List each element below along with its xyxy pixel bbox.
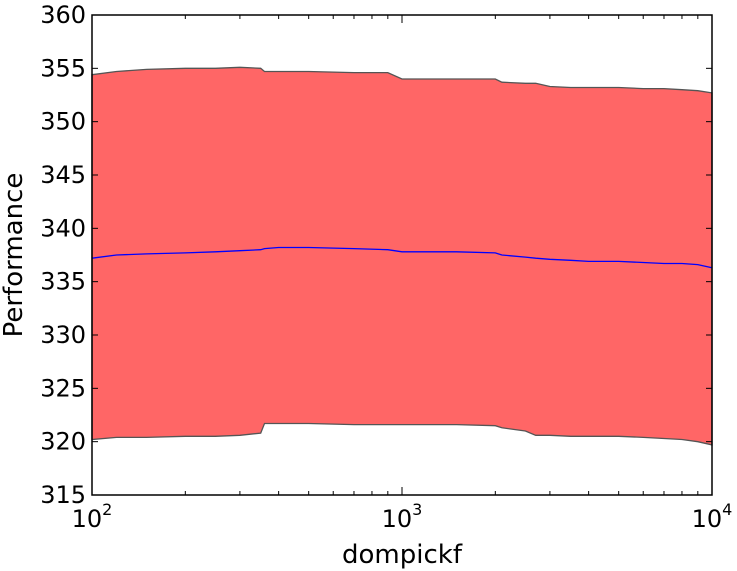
x-tick-label-exponent: 3 <box>412 500 422 519</box>
y-axis-label: Performance <box>0 173 29 338</box>
x-tick-label-exponent: 2 <box>102 500 112 519</box>
y-tick-label: 325 <box>40 374 86 402</box>
y-tick-label: 350 <box>40 108 86 136</box>
y-tick-label: 345 <box>40 161 86 189</box>
x-tick-label: 104 <box>692 500 733 533</box>
x-axis-label: dompickf <box>342 540 463 570</box>
y-tick-label: 335 <box>40 268 86 296</box>
y-tick-label: 355 <box>40 54 86 82</box>
y-tick-label: 330 <box>40 321 86 349</box>
mean-line <box>91 246 713 269</box>
y-tick-label: 340 <box>40 214 86 242</box>
x-tick-label: 103 <box>382 500 423 533</box>
y-tick-label: 315 <box>40 481 86 509</box>
x-tick-label-exponent: 4 <box>722 500 732 519</box>
x-tick-label-base: 10 <box>72 505 103 533</box>
x-tick-label-base: 10 <box>692 505 723 533</box>
y-tick-label: 320 <box>40 428 86 456</box>
confidence-band <box>91 66 713 446</box>
y-tick-label: 360 <box>40 1 86 29</box>
plot-area <box>91 66 713 446</box>
x-tick-label-base: 10 <box>382 505 413 533</box>
x-tick-label: 102 <box>72 500 113 533</box>
